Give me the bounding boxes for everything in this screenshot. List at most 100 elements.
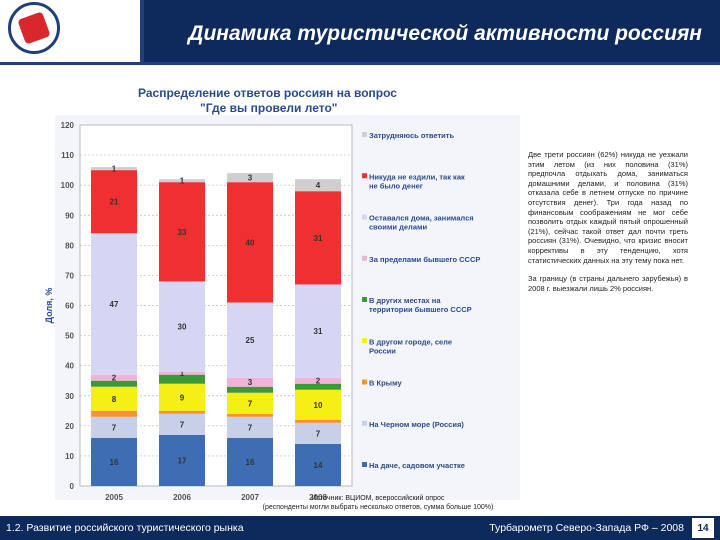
data-label: 1 [180, 177, 185, 186]
bar-segment [227, 413, 273, 417]
legend-swatch [362, 462, 367, 467]
bar-segment [159, 179, 205, 183]
bar-segment [295, 383, 341, 390]
bar-segment [227, 173, 273, 183]
legend-swatch [362, 132, 367, 137]
y-tick-label: 110 [61, 151, 74, 160]
y-tick-label: 0 [70, 482, 75, 491]
legend-label: В другом городе, селе [369, 337, 452, 346]
bar-segment [227, 302, 273, 378]
y-tick-label: 50 [65, 332, 74, 341]
bar-segment [227, 386, 273, 393]
bar-segment [295, 191, 341, 285]
data-label: 17 [178, 456, 187, 465]
data-label: 14 [314, 461, 323, 470]
y-axis-label: Доля, % [44, 288, 54, 324]
y-tick-label: 10 [65, 452, 74, 461]
header-divider [0, 62, 720, 65]
data-label: 10 [314, 401, 323, 410]
bar-segment [159, 413, 205, 435]
bar-segment [159, 383, 205, 411]
data-label: 3 [248, 378, 253, 387]
data-label: 7 [112, 423, 117, 432]
bar-segment [159, 434, 205, 486]
bar-segment [159, 371, 205, 375]
source-note: Источник: ВЦИОМ, всероссийский опрос (ре… [233, 494, 523, 512]
legend-swatch [362, 214, 367, 220]
legend-label: России [369, 346, 396, 355]
header-bar: Динамика туристической активности россия… [140, 0, 720, 62]
page-title: Динамика туристической активности россия… [188, 22, 702, 45]
y-tick-label: 20 [65, 422, 74, 431]
bar-segment [295, 443, 341, 486]
legend-label: В других местах на [369, 296, 441, 305]
bar-segment [227, 437, 273, 486]
x-tick-label: 2008 [309, 493, 327, 502]
bar-segment [91, 380, 137, 387]
bar-segment [91, 167, 137, 171]
bar-segment [295, 419, 341, 423]
data-label: 33 [178, 228, 187, 237]
data-label: 9 [180, 393, 185, 402]
legend-label: Оставался дома, занимался [369, 214, 474, 223]
legend-swatch [362, 379, 367, 385]
y-tick-label: 60 [65, 302, 74, 311]
data-label: 3 [248, 174, 253, 183]
chart-title-line1: Распределение ответов россиян на вопрос [138, 86, 397, 100]
footer-section-label: 1.2. Развитие российского туристического… [6, 522, 244, 534]
data-label: 16 [246, 458, 255, 467]
bar-segment [159, 182, 205, 282]
x-tick-label: 2006 [173, 493, 191, 502]
bar-segment [91, 410, 137, 417]
bar-segment [227, 416, 273, 438]
legend-label: территории бывшего СССР [369, 305, 472, 314]
y-tick-label: 120 [61, 121, 75, 130]
bar-segment [227, 377, 273, 387]
bar-segment [295, 422, 341, 444]
bar-segment [91, 233, 137, 375]
data-label: 4 [316, 181, 321, 190]
bar-segment [159, 374, 205, 384]
legend-label: Никуда не ездили, так как [369, 172, 465, 181]
y-tick-label: 70 [65, 271, 74, 280]
data-label: 2 [112, 374, 117, 383]
bar-segment [91, 170, 137, 234]
footer-bar: 1.2. Развитие российского туристического… [0, 516, 720, 540]
data-label: 7 [316, 429, 321, 438]
data-label: 7 [180, 420, 185, 429]
data-label: 16 [110, 458, 119, 467]
commentary-paragraph-2: За границу (в страны дальнего зарубежья)… [528, 274, 688, 293]
source-line-1: Источник: ВЦИОМ, всероссийский опрос [311, 495, 445, 502]
data-label: 7 [248, 423, 253, 432]
data-label: 31 [314, 327, 323, 336]
legend-swatch [362, 173, 367, 179]
legend-label: своими делами [369, 223, 428, 232]
chart-subtitle: "Где вы провели лето" [200, 101, 338, 115]
data-label: 25 [246, 336, 255, 345]
bar-segment [295, 179, 341, 192]
legend-swatch [362, 255, 367, 261]
y-tick-label: 100 [61, 181, 75, 190]
data-label: 1 [180, 369, 185, 378]
commentary-text: Две трети россиян (62%) никуда не уезжал… [528, 150, 688, 302]
data-label: 1 [112, 165, 117, 174]
bar-segment [295, 389, 341, 420]
legend-swatch [362, 338, 367, 344]
logo-emblem [17, 11, 51, 45]
x-tick-label: 2007 [241, 493, 259, 502]
bar-segment [227, 182, 273, 303]
data-label: 31 [314, 234, 323, 243]
logo-area [0, 0, 140, 62]
data-label: 8 [112, 395, 117, 404]
y-tick-label: 40 [65, 362, 74, 371]
commentary-paragraph-1: Две трети россиян (62%) никуда не уезжал… [528, 150, 688, 265]
legend-label: На Черном море (Россия) [369, 420, 464, 429]
bar-segment [295, 377, 341, 384]
bar-segment [159, 281, 205, 372]
legend-label: В Крыму [369, 379, 403, 388]
data-label: 40 [246, 238, 255, 247]
data-label: 7 [248, 399, 253, 408]
data-label: 47 [110, 300, 119, 309]
page-number: 14 [692, 518, 714, 538]
